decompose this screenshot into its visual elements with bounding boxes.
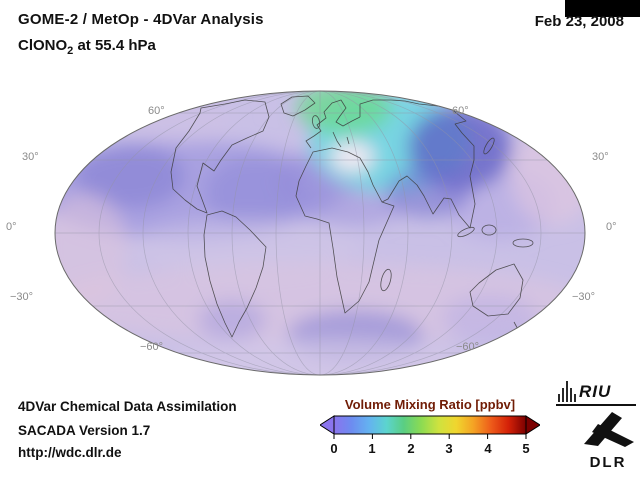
dlr-wing-icon [584, 412, 634, 447]
map-region-atlantic-streak [295, 187, 405, 227]
coast-greenland [280, 95, 316, 117]
map-region-east-pink [511, 125, 585, 225]
map-region-south-lavender-east [442, 294, 538, 342]
colorbar-tick-1: 1 [368, 441, 376, 456]
map-region-vortex-core-white [330, 142, 374, 172]
riu-logo-text: RIU [579, 382, 612, 401]
coast-north-america [170, 99, 270, 214]
colorbar-tick-2: 2 [407, 441, 415, 456]
colorbar-arrow-right [525, 415, 540, 435]
coast-britain [311, 115, 321, 129]
coast-madagascar [380, 268, 392, 292]
colorbar-tick-4: 4 [484, 441, 492, 456]
lat-label-30s-left: −30° [10, 291, 34, 303]
coast-new-guinea [512, 238, 534, 248]
plot-subtitle: ClONO2 at 55.4 hPa [18, 37, 156, 57]
map-outline [54, 90, 586, 376]
coast-greece [346, 136, 350, 145]
coast-australia [469, 263, 524, 317]
coast-japan [483, 137, 495, 155]
footer-version: SACADA Version 1.7 [18, 423, 151, 438]
riu-logo-rule [556, 404, 636, 406]
lat-label-0-left: 0° [6, 221, 17, 233]
map-region-equator-pale [130, 218, 360, 274]
plot-title: GOME-2 / MetOp - 4DVar Analysis [18, 11, 264, 28]
riu-logo: RIU [556, 380, 636, 402]
coast-borneo [481, 224, 497, 236]
dlr-logo: DLR [578, 408, 638, 471]
colorbar-tick-0: 0 [330, 441, 338, 456]
riu-spire-icon [558, 381, 576, 402]
plot-date: Feb 23, 2008 [534, 13, 624, 30]
coast-africa [295, 147, 395, 314]
footer-assimilation: 4DVar Chemical Data Assimilation [18, 399, 237, 414]
map-coastlines [170, 95, 534, 338]
lat-label-30n-left: 30° [22, 151, 39, 163]
coast-italy [332, 131, 342, 148]
colorbar-title: Volume Mixing Ratio [ppbv] [344, 397, 516, 412]
colorbar-tick-3: 3 [445, 441, 453, 456]
coast-south-america [203, 210, 267, 338]
coast-sumatra [457, 226, 475, 238]
colorbar-tick-5: 5 [522, 441, 530, 456]
coast-asia [359, 99, 476, 229]
colorbar-arrow-left [320, 415, 335, 435]
colorbar-tickmarks [333, 434, 527, 439]
dlr-logo-text: DLR [589, 454, 627, 471]
map-region-south-blue-west [198, 300, 266, 340]
pressure-level: at 55.4 hPa [73, 37, 156, 54]
top-right-black-bar [565, 0, 640, 17]
lat-label-60s-left: −60° [140, 341, 164, 353]
colorbar-body [333, 415, 527, 435]
species-subscript: 2 [67, 45, 74, 57]
lat-label-60n-left: 60° [148, 105, 165, 117]
map-region-vortex-edge-lower [386, 166, 470, 218]
colorbar [320, 415, 540, 439]
lat-label-30s-right: −30° [572, 291, 596, 303]
lat-label-60s-right: −60° [456, 341, 480, 353]
map-field [55, 91, 585, 375]
coast-europe [305, 99, 361, 149]
lat-label-60n-right: 60° [452, 105, 469, 117]
lat-label-0-right: 0° [606, 221, 617, 233]
species-name: ClONO [18, 37, 68, 54]
lat-label-30n-right: 30° [592, 151, 609, 163]
footer-url: http://wdc.dlr.de [18, 445, 122, 460]
